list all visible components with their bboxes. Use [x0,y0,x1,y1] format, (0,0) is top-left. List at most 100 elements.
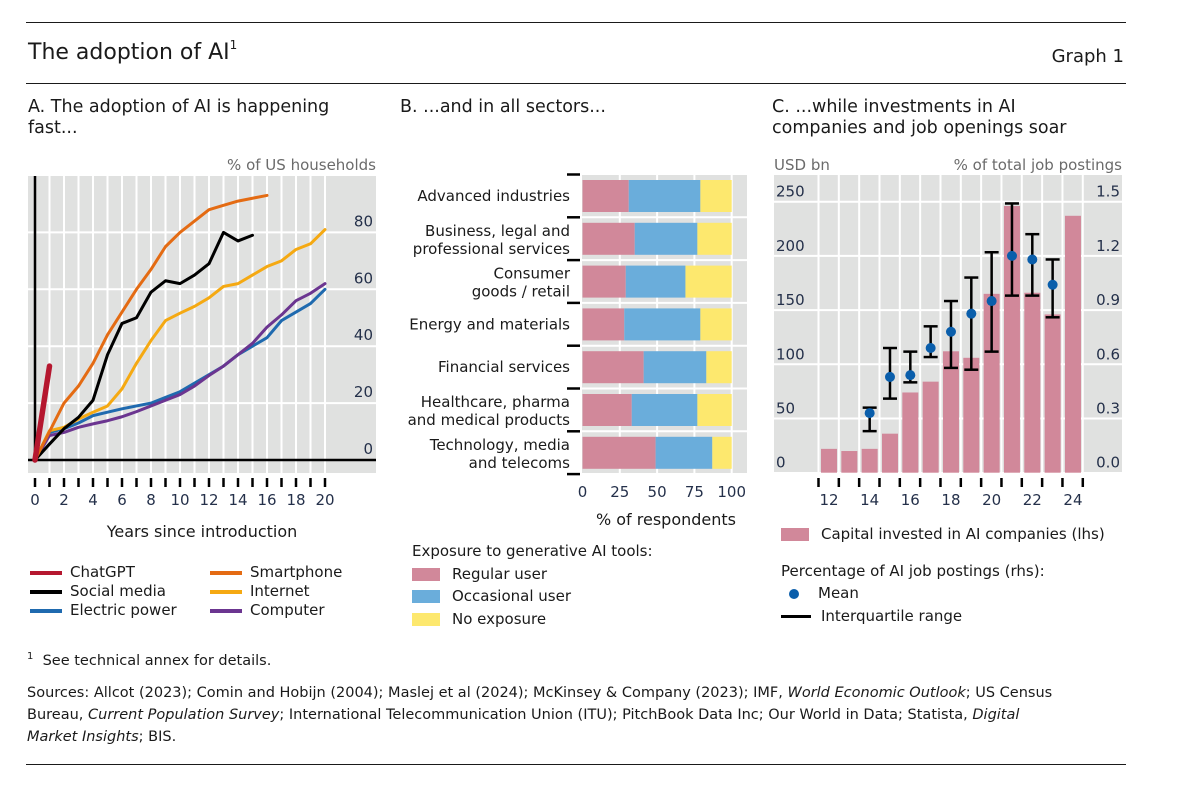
mean-point [986,296,997,307]
bottom-rule [26,764,1126,765]
panel-a-title-line2: fast... [28,118,78,138]
bar-capital-invested [1044,314,1061,473]
legend-swatch-chatgpt [30,570,62,575]
panel-c-left-unit: USD bn [774,156,830,174]
x-tick-label: 20 [315,491,334,509]
legend-swatch-internet [210,589,242,594]
series-line-electric-power [33,287,327,462]
panel-c-title: C. ...while investments in AI companies … [772,97,1067,139]
legend-item-internet: Internet [210,582,370,600]
x-tick-label: 8 [146,491,156,509]
right-y-tick-label: 0.6 [1096,345,1120,363]
y-tick-label: 0 [363,440,373,458]
mean-point [945,326,956,337]
legend-swatch-smartphone [210,570,242,575]
sources-italic: Market Insights [27,729,139,745]
legend-item-chatgpt: ChatGPT [30,563,210,581]
mean-point [1006,250,1017,261]
legend-item-no-exposure: No exposure [412,608,653,631]
legend-item-iqr: Interquartile range [781,605,1105,628]
panel-c-right-unit: % of total job postings [954,156,1123,174]
mean-point [884,371,895,382]
bar-capital-invested [942,351,959,473]
bar-capital-invested [1003,206,1020,473]
category-label: professional services [413,240,570,258]
sources-line-1: Sources: Allcot (2023); Comin and Hobijn… [27,682,1127,704]
bar-capital-invested [963,357,980,473]
x-tick-label: 16 [257,491,276,509]
legend-label: Regular user [452,564,548,583]
legend-label: Interquartile range [821,606,963,625]
sources-line-3: Market Insights; BIS. [27,726,1127,748]
plot-background [28,176,376,473]
x-tick-label: 4 [88,491,98,509]
y-tick-label: 60 [354,269,373,287]
x-tick-label: 18 [941,491,960,509]
legend-swatch-social-media [30,589,62,594]
category-label: Advanced industries [417,187,570,205]
x-tick-label: 14 [228,491,247,509]
top-rule [26,22,1126,23]
category-label: Healthcare, pharma [421,393,570,411]
legend-label: Electric power [70,601,177,619]
legend-item-mean: Mean [781,582,1105,605]
x-tick-label: 22 [1023,491,1042,509]
bar-segment-no-exposure [685,265,732,298]
bar-segment-occasional-user [624,308,701,341]
panel-a-unit-label: % of US households [227,156,376,174]
footnote-text: See technical annex for details. [42,652,272,669]
bar-segment-regular-user [582,265,626,298]
bar-segment-no-exposure [700,308,732,341]
panel-b-legend-title: Exposure to generative AI tools: [412,542,653,560]
x-tick-label: 24 [1063,491,1082,509]
series-line-computer [33,282,327,462]
bar-capital-invested [1064,215,1081,473]
legend-label: Capital invested in AI companies (lhs) [821,525,1105,543]
sources-text: Sources: Allcot (2023); Comin and Hobijn… [27,685,788,701]
panel-c-title-line2: companies and job openings soar [772,118,1067,138]
sources-text: ; BIS. [138,729,177,745]
bar-segment-occasional-user [628,180,701,212]
legend-swatch-occasional-user [412,590,440,603]
bar-segment-regular-user [582,394,632,426]
sources-text: ; US Census [965,685,1053,701]
mean-point [966,308,977,319]
mean-point [1047,279,1058,290]
panel-c-chart: USD bn % of total job postings 0 0.0 50 0.3… [774,156,1122,509]
legend-label: Mean [818,584,859,602]
legend-label: Occasional user [452,587,572,605]
legend-iqr-line-icon [781,614,811,618]
legend-swatch-regular-user [412,567,440,581]
mean-point [905,370,916,381]
x-tick-label: 2 [59,491,69,509]
bar-segment-regular-user [582,308,625,341]
legend-item-regular-user: Regular user [412,563,653,586]
bar-segment-occasional-user [655,436,713,469]
mean-point [1027,254,1038,265]
bar-capital-invested [861,448,878,473]
y-tick-label: 40 [354,326,373,344]
right-y-tick-label: 1.2 [1096,237,1120,255]
x-tick-label: 14 [860,491,879,509]
right-y-tick-label: 0.9 [1096,291,1120,309]
panel-a-title: A. The adoption of AI is happening fast.… [28,97,329,139]
x-tick-label: 0 [578,483,588,501]
x-tick-label: 100 [717,483,746,501]
x-tick-label: 10 [170,491,189,509]
x-tick-label: 12 [819,491,838,509]
y-tick-label: 20 [354,383,373,401]
panel-c-legend: Capital invested in AI companies (lhs) P… [781,523,1105,627]
right-y-tick-label: 0.0 [1096,454,1120,472]
mean-point [864,408,875,419]
footnote-marker: 1 [27,651,34,662]
bar-capital-invested [902,392,919,473]
left-y-tick-label: 250 [776,183,805,201]
legend-item-social-media: Social media [30,582,210,600]
bar-segment-occasional-user [631,394,698,426]
left-y-tick-label: 0 [776,454,786,472]
bar-segment-occasional-user [634,222,698,255]
series-line-internet [33,228,327,462]
legend-swatch-no-exposure [412,612,440,626]
legend-label: No exposure [452,609,547,628]
category-label: and telecoms [469,454,571,472]
